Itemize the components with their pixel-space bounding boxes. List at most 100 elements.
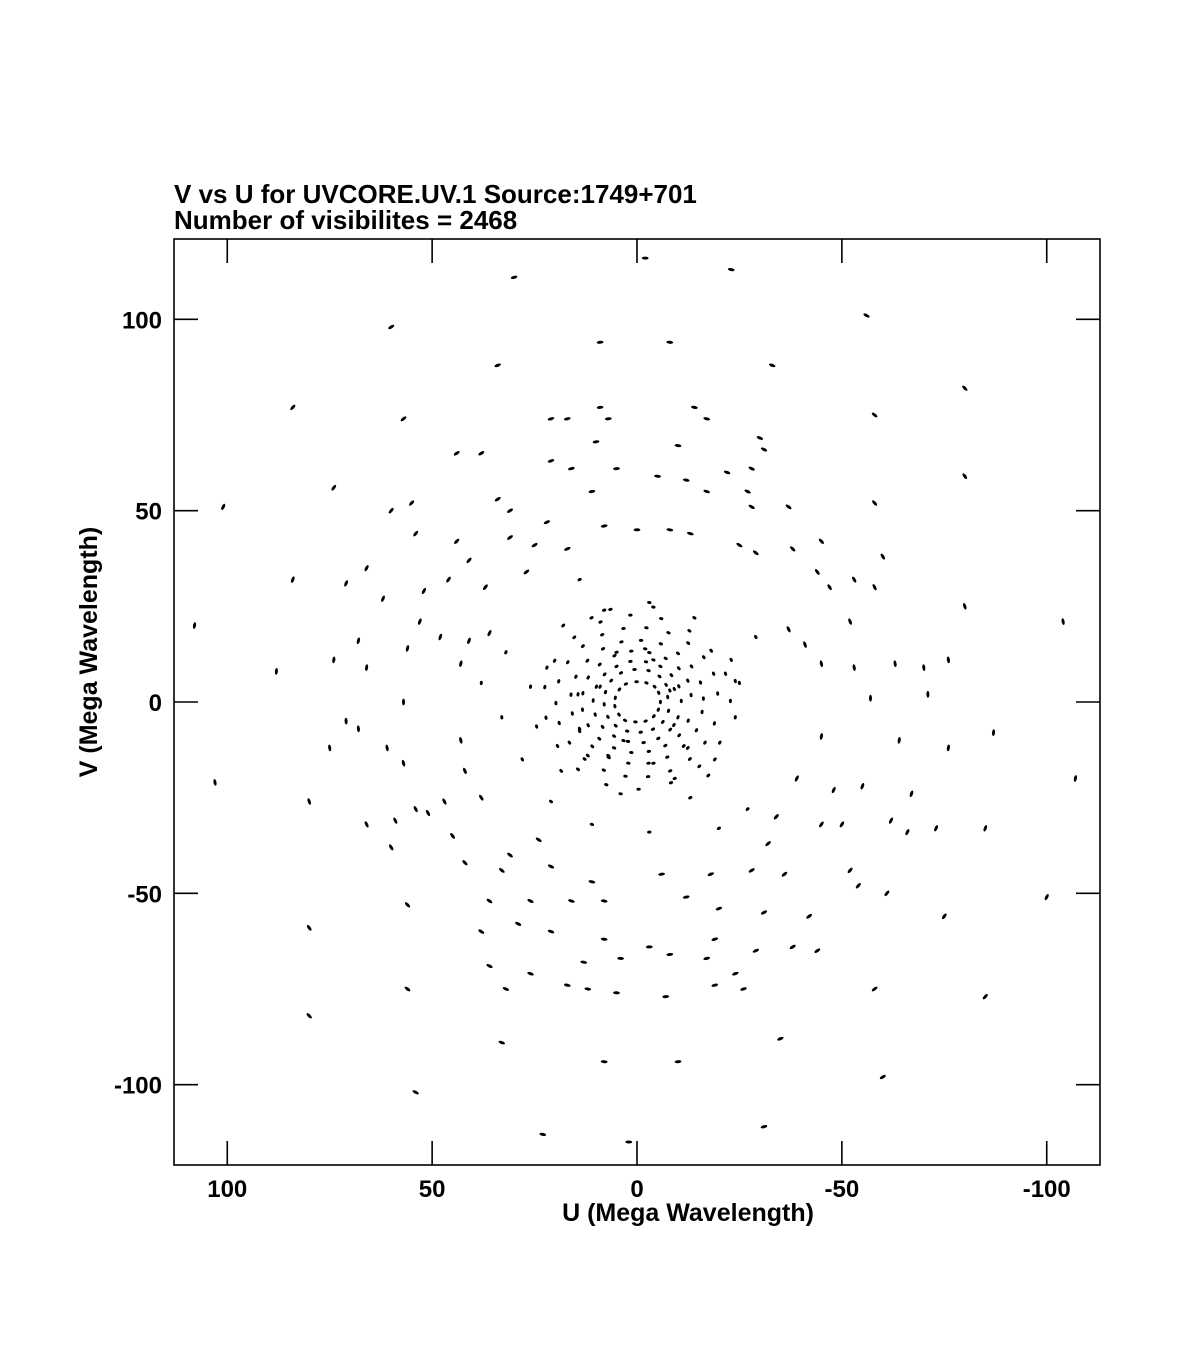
data-point: [633, 528, 641, 532]
data-point: [626, 761, 631, 765]
data-point: [657, 674, 662, 679]
data-point: [941, 913, 947, 920]
data-point: [520, 757, 524, 762]
data-point: [982, 993, 988, 1000]
data-point: [644, 681, 649, 685]
data-point: [723, 671, 728, 676]
data-point: [663, 656, 668, 661]
data-point: [597, 662, 602, 667]
data-point: [789, 944, 796, 950]
data-point: [847, 867, 853, 874]
data-point: [600, 724, 605, 729]
data-point: [438, 633, 443, 641]
data-point: [819, 821, 824, 828]
data-point: [656, 736, 661, 741]
data-point: [600, 524, 608, 528]
data-point: [623, 774, 628, 778]
data-point: [651, 714, 656, 719]
data-point: [577, 577, 582, 582]
data-point: [632, 667, 637, 672]
data-point: [625, 1140, 633, 1144]
data-point: [388, 507, 394, 514]
data-point: [651, 658, 656, 662]
data-point: [274, 668, 278, 675]
data-point: [645, 775, 651, 779]
data-point: [715, 906, 723, 911]
data-point: [581, 691, 585, 696]
data-point: [478, 451, 485, 456]
data-point: [660, 719, 665, 724]
data-point: [619, 640, 624, 644]
data-point: [570, 711, 574, 716]
data-point: [547, 459, 555, 463]
x-tick-label: 100: [207, 1176, 247, 1203]
data-point: [658, 699, 662, 705]
data-point: [356, 637, 361, 645]
data-point: [606, 714, 610, 719]
data-point: [740, 987, 747, 991]
data-point: [879, 1074, 886, 1080]
data-point: [665, 755, 670, 759]
data-point: [818, 538, 824, 544]
data-point: [400, 416, 407, 422]
x-tick-label: -100: [1023, 1176, 1071, 1203]
data-point: [618, 671, 624, 675]
data-point: [754, 634, 758, 640]
data-point: [504, 650, 508, 655]
data-point: [385, 744, 389, 752]
data-point: [672, 776, 677, 781]
data-point: [848, 618, 852, 625]
data-point: [728, 698, 732, 704]
data-point: [934, 825, 939, 832]
data-point: [991, 729, 996, 736]
data-point: [709, 648, 713, 653]
data-point: [803, 641, 807, 648]
data-point: [625, 739, 631, 743]
chart-subtitle: Number of visibilites = 2468: [174, 205, 517, 235]
data-point: [603, 689, 608, 695]
data-point: [486, 898, 493, 904]
data-point: [707, 872, 715, 877]
data-point: [656, 707, 660, 712]
data-point: [691, 405, 698, 409]
data-point: [658, 664, 663, 669]
data-point: [643, 660, 649, 664]
data-point: [466, 557, 472, 564]
data-point: [580, 960, 588, 964]
data-point: [405, 645, 410, 652]
data-point: [794, 775, 799, 782]
data-point: [412, 1090, 419, 1095]
data-point: [752, 550, 759, 556]
data-point: [697, 764, 702, 769]
data-point: [711, 983, 719, 987]
data-point: [668, 727, 673, 732]
data-point: [582, 757, 587, 761]
data-point: [543, 520, 551, 525]
data-point: [668, 769, 673, 773]
data-point: [557, 720, 561, 726]
y-tick-label: 50: [135, 499, 162, 526]
data-point: [688, 796, 693, 800]
data-point: [646, 669, 651, 673]
data-point: [598, 684, 602, 689]
data-point: [600, 937, 608, 941]
data-point: [544, 715, 548, 720]
data-point: [628, 659, 633, 663]
data-point: [963, 603, 967, 610]
data-point: [586, 675, 590, 680]
visibility-points: [192, 256, 1078, 1144]
data-point: [606, 753, 611, 758]
data-point: [388, 844, 394, 851]
data-point: [591, 698, 595, 703]
data-point: [192, 622, 197, 629]
data-point: [572, 635, 577, 640]
data-point: [612, 654, 617, 658]
data-point: [510, 275, 518, 279]
data-point: [596, 405, 604, 409]
data-point: [636, 787, 641, 791]
data-point: [577, 729, 582, 734]
data-point: [663, 743, 668, 748]
data-point: [674, 1060, 682, 1064]
data-point: [946, 744, 950, 752]
data-point: [592, 440, 600, 444]
